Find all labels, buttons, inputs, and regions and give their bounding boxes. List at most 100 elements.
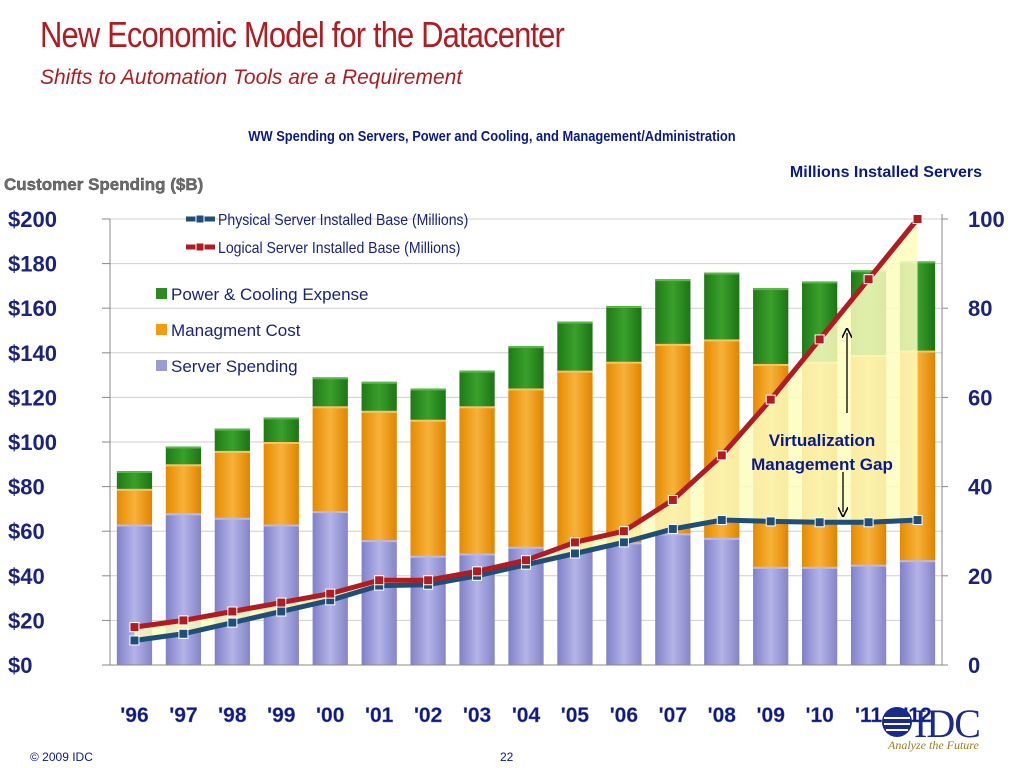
bar-segment-highlight <box>557 370 593 373</box>
x-tick-label: '98 <box>218 704 247 727</box>
bar-segment-highlight <box>116 488 153 491</box>
bar-segment-highlight <box>312 406 348 409</box>
bar-segment-highlight <box>165 513 202 516</box>
x-tick-label: '97 <box>169 704 197 727</box>
line-marker <box>423 575 434 586</box>
y-tick-label: $0 <box>8 653 32 678</box>
x-tick-label: '09 <box>757 704 785 727</box>
bar-segment <box>312 406 348 512</box>
x-tick-label: '96 <box>120 704 148 727</box>
bar-segment <box>557 370 593 550</box>
bar-segment-highlight <box>410 419 446 422</box>
bar-segment <box>165 464 202 514</box>
slide-title: New Economic Model for the Datacenter <box>40 14 565 55</box>
x-tick-label: '99 <box>267 704 295 727</box>
y2-tick-label: 100 <box>968 207 1005 232</box>
slide-subtitle: Shifts to Automation Tools are a Require… <box>40 66 463 89</box>
bar-segment-highlight <box>116 470 153 473</box>
bar-segment <box>263 524 299 665</box>
y-tick-label: $60 <box>8 519 45 544</box>
annotation-line2: Management Gap <box>751 455 893 474</box>
bar-segment-highlight <box>214 428 250 431</box>
bar-segment <box>214 428 250 451</box>
chart-title: WW Spending on Servers, Power and Coolin… <box>248 127 735 144</box>
bar-segment <box>753 566 789 665</box>
bar-segment <box>508 346 544 389</box>
bar-segment-highlight <box>753 288 789 291</box>
bar-segment-highlight <box>263 524 299 527</box>
line-marker <box>227 617 238 628</box>
bar-segment <box>655 533 691 665</box>
bar-segment-highlight <box>655 533 691 536</box>
bar-segment-highlight <box>606 305 642 308</box>
bar-segment-highlight <box>165 464 202 467</box>
bar-segment <box>459 406 495 554</box>
bar-segment-highlight <box>361 410 397 413</box>
x-tick-label: '00 <box>316 704 344 727</box>
bar-segment <box>606 361 642 543</box>
annotation-line1: Virtualization <box>769 431 875 450</box>
x-tick-label: '11 <box>855 704 883 727</box>
bar-segment-highlight <box>753 363 789 366</box>
x-tick-label: '05 <box>561 704 590 727</box>
logo-tagline: Analyze the Future <box>888 738 979 752</box>
x-tick-label: '06 <box>610 704 638 727</box>
x-tick-label: '03 <box>463 704 491 727</box>
line-marker <box>863 517 874 528</box>
line-marker <box>667 494 678 505</box>
line-marker <box>814 517 825 528</box>
y-tick-label: $140 <box>8 341 57 366</box>
x-tick-label: '10 <box>805 704 833 727</box>
legend-line-marker <box>195 214 205 224</box>
x-tick-label: '08 <box>708 704 737 727</box>
page-number: 22 <box>500 750 514 764</box>
bar-segment <box>606 305 642 362</box>
bar-segment-highlight <box>606 361 642 364</box>
bar-segment <box>802 566 838 665</box>
y2-tick-label: 80 <box>968 296 992 321</box>
bar-segment <box>361 410 397 541</box>
y-tick-label: $160 <box>8 296 57 321</box>
bar-segment-highlight <box>753 566 789 569</box>
legend-bar-swatch <box>156 360 167 371</box>
bar-segment-highlight <box>361 540 397 543</box>
bar-segment <box>165 446 202 465</box>
bar-segment-highlight <box>410 388 446 391</box>
legend-line-marker <box>195 242 205 252</box>
y2-axis-label: Millions Installed Servers <box>790 164 982 181</box>
bar-segment-highlight <box>459 406 495 409</box>
idc-logo: IDC Analyze the Future <box>880 701 1020 752</box>
bar-segment <box>704 272 740 340</box>
line-marker <box>472 566 483 577</box>
bar-segment-highlight <box>459 370 495 373</box>
line-marker <box>618 537 629 548</box>
bar-segment <box>214 517 250 665</box>
idc-logo-mark <box>882 707 912 737</box>
line-marker <box>912 515 923 526</box>
bar-segment <box>361 381 397 411</box>
line-marker <box>374 575 385 586</box>
bar-segment-highlight <box>214 450 250 453</box>
y-tick-label: $120 <box>8 385 57 410</box>
bar-segment <box>850 564 887 665</box>
line-marker <box>227 606 238 617</box>
bar-segment <box>312 377 348 407</box>
legend-bar-label: Server Spending <box>171 357 298 376</box>
line-marker <box>276 597 287 608</box>
x-tick-label: '01 <box>365 704 394 727</box>
bar-segment-highlight <box>704 272 740 275</box>
legend-bar-swatch <box>156 324 167 335</box>
line-marker <box>765 516 776 527</box>
y2-tick-label: 60 <box>968 385 992 410</box>
bar-segment-highlight <box>312 377 348 380</box>
bar-segment-highlight <box>410 555 446 558</box>
legend-line-label: Physical Server Installed Base (Millions… <box>218 211 468 229</box>
legend-line-label: Logical Server Installed Base (Millions) <box>218 239 460 257</box>
bar-segment-highlight <box>361 381 397 384</box>
logo-text: IDC <box>914 701 981 746</box>
bar-segment <box>704 537 740 665</box>
line-marker <box>618 526 629 537</box>
x-tick-label: '02 <box>414 704 442 727</box>
y2-tick-label: 40 <box>968 475 992 500</box>
y-tick-label: $20 <box>8 608 45 633</box>
